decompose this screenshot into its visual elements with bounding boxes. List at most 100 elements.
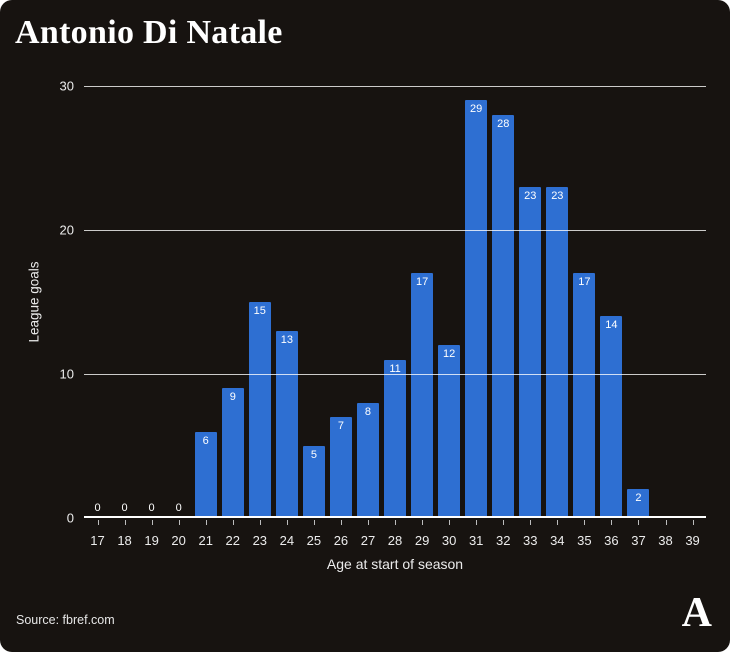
x-tick-mark <box>124 520 126 525</box>
x-tick-label: 38 <box>658 533 673 548</box>
bar-value-label: 0 <box>121 502 128 514</box>
gridline <box>84 229 706 231</box>
bar: 28 <box>492 114 515 518</box>
bar: 23 <box>546 186 569 518</box>
bar: 17 <box>411 273 434 518</box>
bar-column: 15 23 <box>246 86 273 548</box>
y-tick-label: 10 <box>59 366 74 382</box>
bar-column: 2 37 <box>625 86 652 548</box>
bar-column: 5 25 <box>300 86 327 548</box>
bar-column: 28 32 <box>490 86 517 548</box>
bar-column: 11 28 <box>382 86 409 548</box>
x-tick-label: 37 <box>631 533 646 548</box>
bar-value-label: 2 <box>635 492 642 505</box>
x-tick-mark <box>530 520 532 525</box>
x-tick-label: 29 <box>414 533 430 548</box>
x-tick-mark <box>340 520 342 525</box>
x-tick-label: 33 <box>523 533 538 548</box>
bar-value-label: 29 <box>470 103 483 116</box>
bar-value-label: 0 <box>148 502 155 514</box>
x-tick-mark <box>665 520 667 525</box>
x-tick-label: 34 <box>550 533 565 548</box>
bar: 14 <box>600 316 623 518</box>
bar-value-label: 0 <box>175 502 182 514</box>
bar-value-label: 13 <box>280 333 293 346</box>
bar-column: 38 <box>652 86 679 548</box>
x-tick-mark <box>395 520 397 525</box>
chart-title: Antonio Di Natale <box>15 14 283 51</box>
x-tick-label: 39 <box>685 533 700 548</box>
x-tick-mark <box>584 520 586 525</box>
bar-column: 29 31 <box>463 86 490 548</box>
bar: 23 <box>519 186 542 518</box>
x-tick-mark <box>205 520 207 525</box>
bar-value-label: 28 <box>497 117 510 130</box>
source-text: Source: fbref.com <box>16 613 115 627</box>
x-tick-mark <box>611 520 613 525</box>
y-tick-label: 30 <box>59 78 74 94</box>
x-tick-mark <box>367 520 369 525</box>
x-tick-mark <box>259 520 261 525</box>
bar: 5 <box>302 446 325 518</box>
bar: 12 <box>438 345 461 518</box>
bar-column: 0 19 <box>138 86 165 548</box>
x-tick-label: 21 <box>198 533 213 548</box>
bar-value-label: 17 <box>415 276 429 289</box>
x-tick-label: 27 <box>360 533 376 548</box>
x-tick-label: 23 <box>252 533 268 548</box>
bar-value-label: 8 <box>364 405 372 418</box>
bar-value-label: 12 <box>443 348 456 361</box>
bar-column: 9 22 <box>219 86 246 548</box>
x-tick-label: 24 <box>279 533 295 548</box>
bar: 7 <box>329 417 352 518</box>
x-tick-label: 32 <box>495 533 511 548</box>
x-tick-label: 18 <box>117 533 132 548</box>
bar-column: 7 26 <box>327 86 354 548</box>
bar: 8 <box>356 402 379 518</box>
bar: 29 <box>465 100 488 518</box>
bar-column: 14 36 <box>598 86 625 548</box>
x-tick-mark <box>151 520 153 525</box>
x-tick-label: 31 <box>468 533 484 548</box>
x-tick-mark <box>97 520 99 525</box>
bar-column: 39 <box>679 86 706 548</box>
x-tick-label: 19 <box>144 533 159 548</box>
bar-column: 23 34 <box>544 86 571 548</box>
bar-column: 12 30 <box>436 86 463 548</box>
bar-column: 8 27 <box>354 86 381 548</box>
bar-value-label: 6 <box>202 434 209 447</box>
bar-value-label: 0 <box>94 502 101 514</box>
y-tick-label: 0 <box>66 510 74 526</box>
bar-value-label: 17 <box>578 276 591 289</box>
x-tick-label: 36 <box>604 533 619 548</box>
bars-row: 0 17 0 18 0 19 0 20 6 21 9 22 15 23 13 24 5 25 7 26 8 27 11 28 1… <box>84 86 706 548</box>
gridline <box>84 85 706 87</box>
plot-area: 0 17 0 18 0 19 0 20 6 21 9 22 15 23 13 24 5 25 7 26 8 27 11 28 1… <box>84 85 706 548</box>
bar-value-label: 7 <box>337 420 344 433</box>
y-axis-ticks: 0 10 20 30 <box>0 79 74 526</box>
bar-value-label: 15 <box>253 305 266 317</box>
bar: 17 <box>573 273 596 518</box>
bar: 2 <box>627 489 650 518</box>
bar-column: 17 29 <box>409 86 436 548</box>
x-tick-label: 22 <box>225 533 240 548</box>
x-tick-mark <box>178 520 180 525</box>
x-tick-label: 26 <box>333 533 349 548</box>
x-tick-mark <box>476 520 478 525</box>
bar-value-label: 5 <box>310 449 317 461</box>
x-tick-mark <box>557 520 559 525</box>
bar-value-label: 14 <box>605 319 618 332</box>
bar: 13 <box>275 330 298 518</box>
bar-column: 17 35 <box>571 86 598 548</box>
bar-column: 6 21 <box>192 86 219 548</box>
x-tick-label: 20 <box>171 533 186 548</box>
bar-column: 0 18 <box>111 86 138 548</box>
bar-value-label: 23 <box>524 189 537 202</box>
x-tick-mark <box>503 520 505 525</box>
x-tick-label: 28 <box>387 533 403 548</box>
x-tick-mark <box>232 520 234 525</box>
bar-value-label: 23 <box>551 189 564 202</box>
x-axis-title: Age at start of season <box>326 556 464 572</box>
x-tick-label: 25 <box>306 533 322 548</box>
